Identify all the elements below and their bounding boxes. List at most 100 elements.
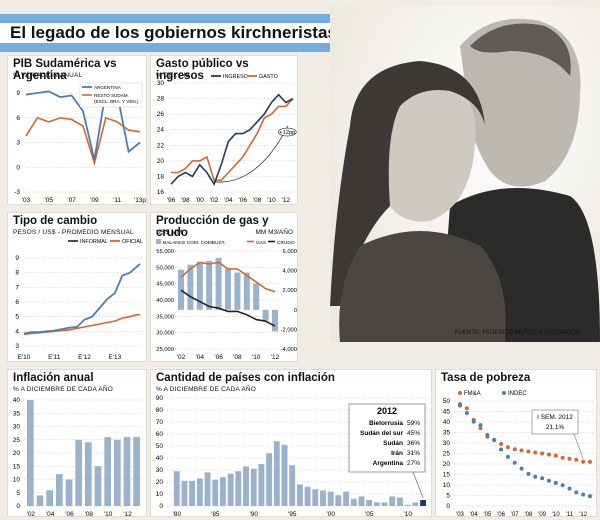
point-fma [464,406,469,411]
x-tick-label: E'12 [78,354,91,361]
y-tick-label: 30 [13,424,21,431]
y-tick-label: 40 [443,419,451,426]
x-tick-label: '10 [404,511,413,518]
x-tick-label: '06 [214,354,223,361]
x-tick-label: '08 [525,512,533,518]
x-tick-label: '05 [483,512,491,518]
point-indec [526,471,531,476]
x-tick-label: '11 [566,512,574,518]
point-fma [512,447,517,452]
point-fma [574,457,579,462]
inset-value: 36% [407,440,420,447]
y-tick-label: 80 [156,407,164,414]
inset-value: 27% [407,460,420,467]
bar-paises [273,441,280,506]
inflacion-chart: 0 5 10 15 20 25 30 35 40 '02 '04 '06 '08 '10 '12 [13,397,144,518]
legend-label: BALANCE COM. COMBUST. [163,240,225,246]
panel-paises: Cantidad de países con inflación % A DIC… [150,369,432,518]
point-fma [546,452,551,457]
gasto-chart: 16 18 20 22 24 26 28 30 '96 '98 '00 '02 '04 '06 '08 '10… [157,74,297,204]
y2-tick-label: -4,000 [281,347,297,353]
x-tick-label: '02 [210,197,219,204]
x-tick-label: '90 [250,511,259,518]
y-tick-label: 25 [443,451,451,458]
x-tick-label: '12 [282,197,291,204]
point-fma [540,451,545,456]
series-line-informal [23,263,141,335]
y-tick-label: 0 [446,503,450,510]
point-indec [581,492,586,497]
series-line-argentina [25,90,141,161]
x-tick-label: '08 [85,511,94,518]
bar-paises [389,496,396,506]
bar-balance [234,272,241,310]
point-indec [499,447,504,452]
y-tick-label: 50 [443,398,451,405]
annotation-value: 21,1% [546,424,565,431]
annotation-label: I SEM. 2012 [537,414,573,421]
bar-paises [358,496,365,506]
x-tick-label: '04 [224,197,233,204]
y-tick-label: 4 [15,328,19,335]
bar-paises [250,468,257,506]
point-indec [492,438,497,443]
legend-swatch [458,391,462,395]
annotation-box [531,409,579,435]
y-tick-label: 90 [156,395,164,402]
y-tick-label: 9 [16,90,20,97]
point-fma [588,459,592,464]
y2-tick-label: 0 [294,308,297,314]
annotation-bubble [277,127,297,137]
y-tick-label: 8 [15,270,19,277]
x-tick-label: '10 [104,511,113,518]
point-indec [464,410,469,415]
x-tick-label: '00 [327,511,336,518]
x-tick-label: '12 [271,354,280,361]
bar-balance [196,261,203,310]
y-tick-label: 50,000 [156,265,174,271]
y-tick-label: 6 [15,299,19,306]
y-tick-label: 5 [15,314,19,321]
bar-balance [272,309,278,332]
photo-source-caption: FUENTE: FEDERICO MUÑOZ & ASOCIADOS [455,330,580,336]
point-indec [533,474,538,479]
y-tick-label: 28 [157,96,165,103]
point-fma [581,459,586,464]
point-indec [512,460,517,465]
inset-value: 31% [407,450,420,457]
bar-inflacion [46,490,53,506]
y-tick-label: 3 [15,343,19,350]
x-tick-label: '11 [113,197,121,204]
x-tick-label: '05 [45,197,54,204]
x-tick-label: '06 [65,511,74,518]
y-tick-label: 15 [443,472,451,479]
y-tick-label: 35,000 [156,314,174,320]
x-tick-label: '12 [123,511,132,518]
bar-inflacion [133,437,140,506]
flag-stripe-top [0,14,420,23]
panel-gas: Producción de gas y crudo US$ MM MM M3/A… [150,212,298,362]
point-indec [567,486,572,491]
chart-title: Cantidad de países con inflación [156,372,335,384]
chart-subtitle: % A DICIEMBRE DE CADA AÑO [13,386,113,393]
y-tick-label: 50 [156,443,164,450]
x-tick-label: '07 [511,512,519,518]
legend-swatch [502,391,506,395]
x-tick-label: '10 [267,197,276,204]
legend-label: (EXCL. BRA. Y VEN.) [94,99,139,104]
y-tick-label: 18 [157,173,165,180]
inset-value: 45% [407,430,420,437]
panel-pobreza: Tasa de pobreza 0 5 10 15 20 25 30 35 40 45 50 '03 '… [435,369,597,518]
paises-chart: 0 10 20 30 40 50 60 70 80 90 '80 '85 '90 '95 '00 '05 '10… [156,395,429,518]
bar-paises [366,500,373,506]
x-tick-label: '85 [211,511,220,518]
chart-subtitle: % DEL PIB [156,72,191,79]
x-tick-label: '03 [22,197,31,204]
bar-paises [219,477,226,506]
bar-paises [335,495,342,506]
y-tick-label: 45 [443,409,451,416]
bar-inflacion [56,474,63,506]
bar-paises [227,473,234,506]
flag-stripe-bottom [0,43,420,52]
bar-balance [253,283,260,310]
